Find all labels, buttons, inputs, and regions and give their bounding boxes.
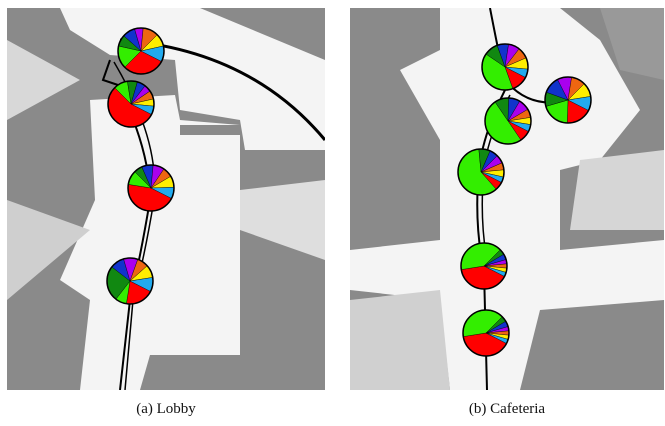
figure: (a) Lobby (b) Cafeteria (0, 0, 665, 426)
figure-svg: (a) Lobby (b) Cafeteria (0, 0, 665, 426)
caption: (a) Lobby (136, 401, 196, 417)
caption: (b) Cafeteria (469, 401, 546, 417)
